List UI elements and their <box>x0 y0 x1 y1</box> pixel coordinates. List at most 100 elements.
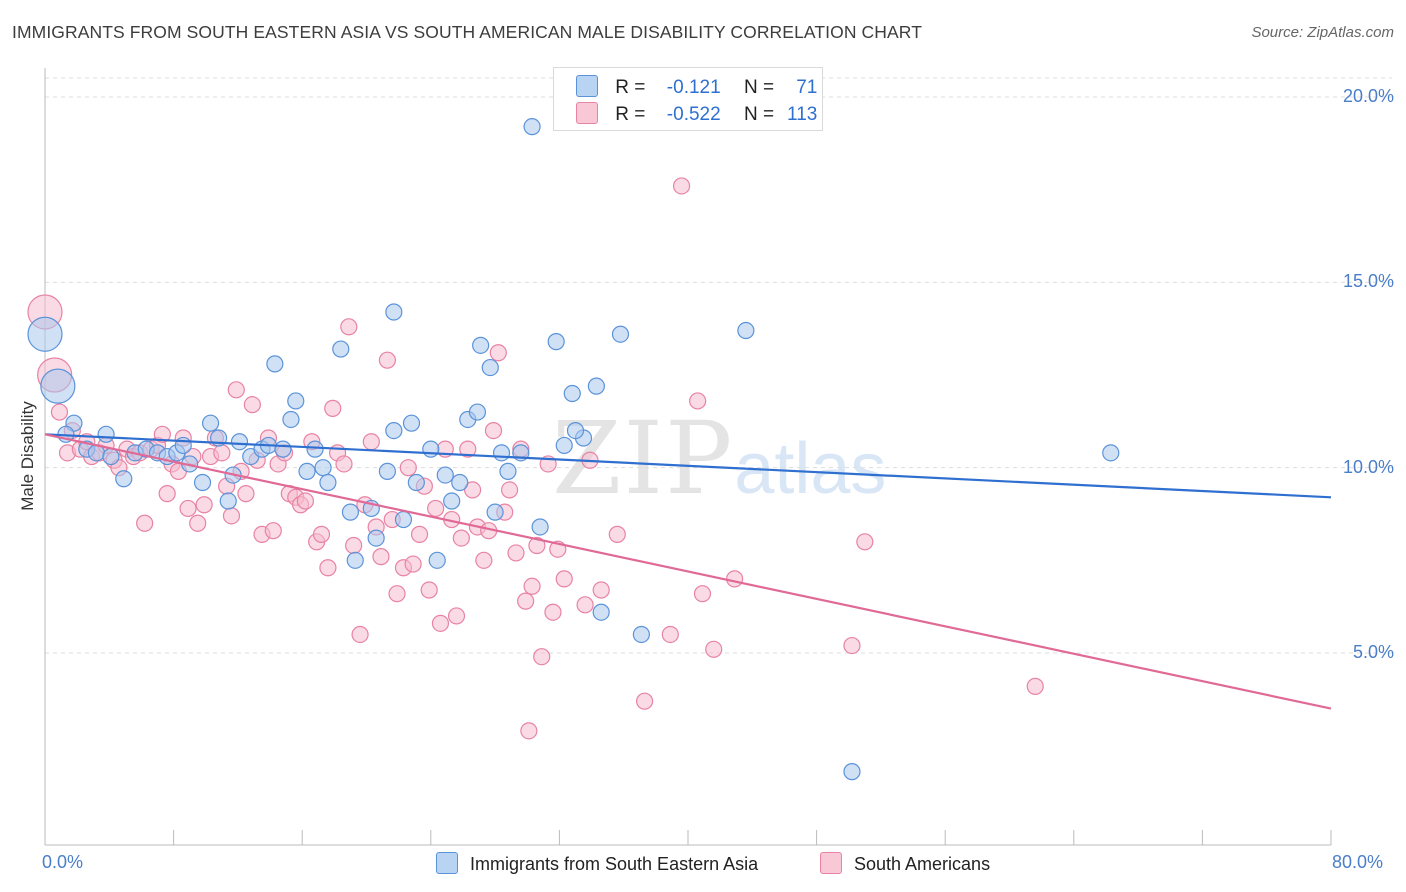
sea-immigrants-point <box>115 470 133 488</box>
bottom-legend-sea: Immigrants from South Eastern Asia <box>436 852 758 875</box>
south-americans-point <box>50 403 69 421</box>
south-americans-point <box>608 525 626 543</box>
sea-immigrants-point <box>407 473 425 492</box>
sea-immigrants-point <box>555 436 573 455</box>
south-americans-point <box>576 596 594 614</box>
sea-immigrants-point <box>282 410 300 429</box>
south-americans-point <box>296 492 315 510</box>
sea-immigrants-point <box>592 603 610 621</box>
legend-swatch-pink <box>576 102 598 124</box>
south-americans-point <box>856 533 874 551</box>
south-americans-point <box>427 499 445 518</box>
south-americans-point <box>410 525 429 543</box>
south-americans-point <box>404 555 422 573</box>
sea-immigrants-point <box>230 433 249 451</box>
south-americans-point <box>372 548 390 566</box>
south-americans-point <box>420 581 438 599</box>
stats-legend: R = -0.121 N = 71 R = -0.522 N = 113 <box>553 67 823 131</box>
legend-n-value: 113 <box>787 104 818 125</box>
south-americans-point <box>335 455 353 473</box>
south-americans-point <box>340 318 358 336</box>
sea-immigrants-point <box>563 384 581 403</box>
south-americans-point <box>533 648 551 666</box>
legend-n-label: N = <box>743 77 775 98</box>
sea-immigrants-point <box>451 473 469 492</box>
sea-immigrants-point <box>632 625 650 644</box>
south-americans-point <box>378 351 396 369</box>
south-americans-point <box>523 577 541 595</box>
y-tick-label-5: 5.0% <box>1352 642 1394 662</box>
sea-immigrants-point <box>201 414 220 432</box>
sea-immigrants-point <box>566 422 585 440</box>
south-americans-point <box>136 514 154 532</box>
sea-immigrants-point <box>843 763 861 781</box>
y-axis-label: Male Disability <box>18 401 37 511</box>
sea-immigrants-point <box>367 529 385 547</box>
legend-r-value: -0.121 <box>666 77 721 98</box>
south-americans-point <box>158 485 176 503</box>
south-americans-trend-line <box>44 433 1332 710</box>
sea-immigrants-point <box>499 462 517 480</box>
sea-immigrants-point <box>385 303 403 321</box>
bottom-legend-label-sea: Immigrants from South Eastern Asia <box>470 854 759 874</box>
south-americans-point <box>447 607 466 625</box>
bottom-legend-sa: South Americans <box>820 852 990 875</box>
bottom-legend-swatch-pink <box>820 852 842 874</box>
sea-immigrants-point <box>341 503 360 521</box>
sea-immigrants-point <box>287 392 305 410</box>
south-americans-point <box>592 581 610 599</box>
sea-immigrants-point <box>531 518 549 536</box>
south-americans-point <box>179 499 197 518</box>
legend-r-label: R = <box>615 104 646 125</box>
south-americans-point <box>726 570 744 588</box>
south-americans-point <box>520 722 538 740</box>
y-tick-label-20: 20.0% <box>1342 86 1394 106</box>
south-americans-point <box>189 514 207 532</box>
south-americans-point <box>195 496 213 514</box>
sea-immigrants-point <box>193 473 212 492</box>
sea-immigrants-point <box>472 336 490 354</box>
sea-immigrants-point <box>428 551 446 569</box>
sea-immigrants-point <box>443 492 461 510</box>
legend-row-sea: R = -0.121 N = 71 <box>576 75 817 101</box>
legend-row-sa: R = -0.522 N = 113 <box>576 102 817 128</box>
sea-immigrants-point <box>402 414 421 432</box>
south-americans-point <box>528 536 546 555</box>
bottom-legend-label-sa: South Americans <box>854 854 991 874</box>
south-americans-point <box>227 381 245 399</box>
south-americans-point <box>388 585 406 603</box>
sea-immigrants-point <box>306 440 324 458</box>
sea-immigrants-point <box>298 462 316 480</box>
south-americans-point <box>362 433 380 451</box>
south-americans-point <box>312 525 331 543</box>
legend-n-value: 71 <box>796 77 818 98</box>
sea-immigrants-point <box>314 459 332 477</box>
south-americans-point <box>459 440 477 458</box>
sea-immigrants-point <box>346 551 364 569</box>
sea-immigrants-point <box>219 492 237 510</box>
legend-n-label: N = <box>743 104 775 125</box>
sea-immigrants-point <box>102 447 120 466</box>
south-americans-point <box>484 422 503 440</box>
sea-immigrants-point <box>611 325 630 343</box>
south-americans-point <box>689 392 707 410</box>
y-tick-label-10: 10.0% <box>1342 456 1394 477</box>
sea-immigrants-point <box>332 340 350 358</box>
south-americans-point <box>635 692 654 710</box>
source-label: Source: ZipAtlas.com <box>1251 24 1394 41</box>
south-americans-point <box>661 625 679 644</box>
sea-immigrants-point <box>492 444 511 462</box>
x-tick-label-min: 0.0% <box>42 852 84 872</box>
south-americans-point <box>489 344 507 362</box>
south-americans-point <box>500 481 519 499</box>
south-americans-point <box>463 481 482 499</box>
south-americans-point <box>1026 677 1044 695</box>
sea-immigrants-point <box>319 473 337 492</box>
sea-immigrants-point <box>481 358 499 377</box>
south-americans-point <box>555 570 573 588</box>
south-americans-point <box>475 551 493 569</box>
sea-immigrants-points <box>27 118 1120 781</box>
south-americans-point <box>237 485 255 503</box>
legend-r-value: -0.522 <box>666 104 721 125</box>
gridlines <box>45 77 1392 654</box>
